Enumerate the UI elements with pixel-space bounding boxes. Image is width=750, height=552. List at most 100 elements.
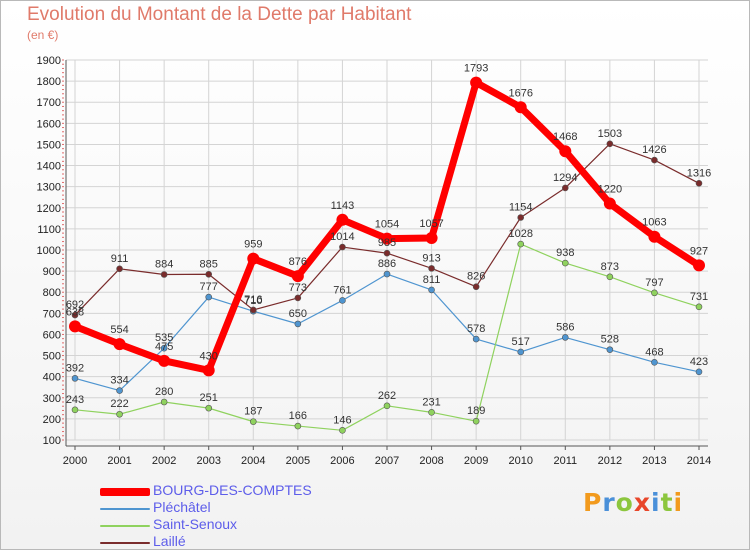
data-label: 517: [512, 336, 530, 348]
data-point: [606, 140, 614, 148]
y-tick-label: 200: [43, 414, 61, 426]
data-label: 1503: [598, 128, 622, 140]
grid: [66, 59, 708, 441]
data-label: 692: [66, 299, 84, 311]
data-point: [428, 265, 435, 272]
data-point: [294, 294, 302, 302]
data-point: [425, 231, 438, 244]
data-point: [648, 230, 661, 243]
data-point: [561, 334, 569, 341]
data-label: 1063: [642, 217, 666, 229]
data-point: [291, 270, 304, 283]
x-tick-label: 2005: [286, 455, 310, 467]
data-label: 468: [645, 346, 663, 358]
data-point: [695, 303, 703, 311]
data-label: 578: [467, 323, 485, 335]
data-point: [336, 213, 349, 226]
data-label: 959: [244, 239, 262, 251]
x-tick-label: 2003: [196, 455, 220, 467]
data-label: 262: [378, 390, 396, 402]
x-tick-label: 2007: [375, 455, 399, 467]
y-tick-label: 900: [43, 266, 61, 278]
data-label: 1294: [553, 172, 577, 184]
data-label: 1028: [508, 228, 532, 240]
x-tick-label: 2011: [553, 455, 577, 467]
data-label: 1154: [509, 201, 533, 213]
data-point: [561, 259, 569, 267]
data-point: [472, 283, 480, 291]
proxiti-logo: Proxiti: [583, 488, 683, 517]
data-label: 430: [200, 350, 218, 362]
data-point: [294, 422, 302, 430]
data-label: 927: [690, 245, 708, 257]
data-label: 1468: [553, 131, 577, 143]
data-point: [472, 417, 480, 425]
data-point: [71, 375, 79, 382]
data-label: 716: [244, 294, 262, 306]
y-tick-label: 700: [43, 308, 61, 320]
x-tick-label: 2009: [464, 455, 488, 467]
legend-swatch: [100, 542, 150, 544]
data-point: [472, 335, 480, 343]
x-tick-label: 2013: [642, 455, 666, 467]
data-point: [606, 273, 614, 281]
y-tick-label: 1300: [37, 182, 61, 194]
y-tick-label: 1200: [37, 203, 61, 215]
x-tick-label: 2001: [107, 455, 131, 467]
data-point: [383, 249, 391, 257]
logo-letter: P: [583, 488, 603, 517]
data-point: [205, 270, 213, 278]
data-point: [381, 232, 393, 245]
y-tick-label: 1900: [37, 55, 61, 67]
data-label: 586: [556, 321, 574, 333]
data-point: [249, 418, 257, 425]
x-tick-label: 2006: [330, 455, 354, 467]
data-label: 280: [155, 386, 173, 398]
data-label: 1054: [375, 219, 399, 231]
data-point: [651, 359, 658, 366]
axes: 100 200 300 400 500 600 700 800 900 1000 1100 1200 1…: [37, 55, 712, 467]
legend-label: Pléchâtel: [153, 499, 211, 515]
logo-letter: t: [660, 488, 674, 517]
data-point: [559, 145, 572, 158]
data-point: [160, 344, 168, 352]
x-tick-label: 2000: [63, 455, 87, 467]
x-tick-label: 2014: [687, 455, 711, 467]
data-point: [71, 406, 79, 414]
data-point: [383, 270, 391, 278]
chart-title: Evolution du Montant de la Dette par Hab…: [27, 4, 412, 25]
data-label: 1057: [419, 218, 443, 230]
data-point: [383, 402, 391, 410]
data-label: 826: [467, 271, 485, 283]
data-label: 334: [110, 375, 128, 387]
data-label: 913: [422, 252, 440, 264]
data-label: 884: [155, 258, 173, 270]
data-point: [606, 346, 614, 353]
legend-label: Saint-Senoux: [153, 516, 238, 532]
data-label: 243: [66, 394, 84, 406]
data-point: [695, 179, 703, 187]
x-tick-label: 2002: [152, 455, 176, 467]
data-label: 638: [66, 306, 84, 318]
data-label: 811: [423, 274, 441, 286]
legend-swatch: [100, 508, 150, 510]
data-point: [116, 387, 123, 394]
data-label: 761: [333, 284, 351, 296]
legend-label: BOURG-DES-COMPTES: [153, 482, 312, 498]
data-point: [202, 364, 215, 377]
y-tick-label: 300: [43, 393, 61, 405]
data-label: 392: [66, 362, 84, 374]
data-label: 710: [244, 295, 262, 307]
data-point: [693, 259, 705, 272]
data-label: 187: [244, 406, 262, 418]
data-label: 166: [289, 410, 307, 422]
data-point: [428, 409, 435, 416]
data-label: 650: [289, 308, 307, 320]
logo-letter: r: [602, 488, 616, 517]
data-point: [517, 348, 525, 356]
data-point: [71, 311, 79, 319]
series-group: [69, 76, 705, 434]
data-point: [294, 320, 302, 328]
data-label: 1793: [464, 63, 488, 75]
